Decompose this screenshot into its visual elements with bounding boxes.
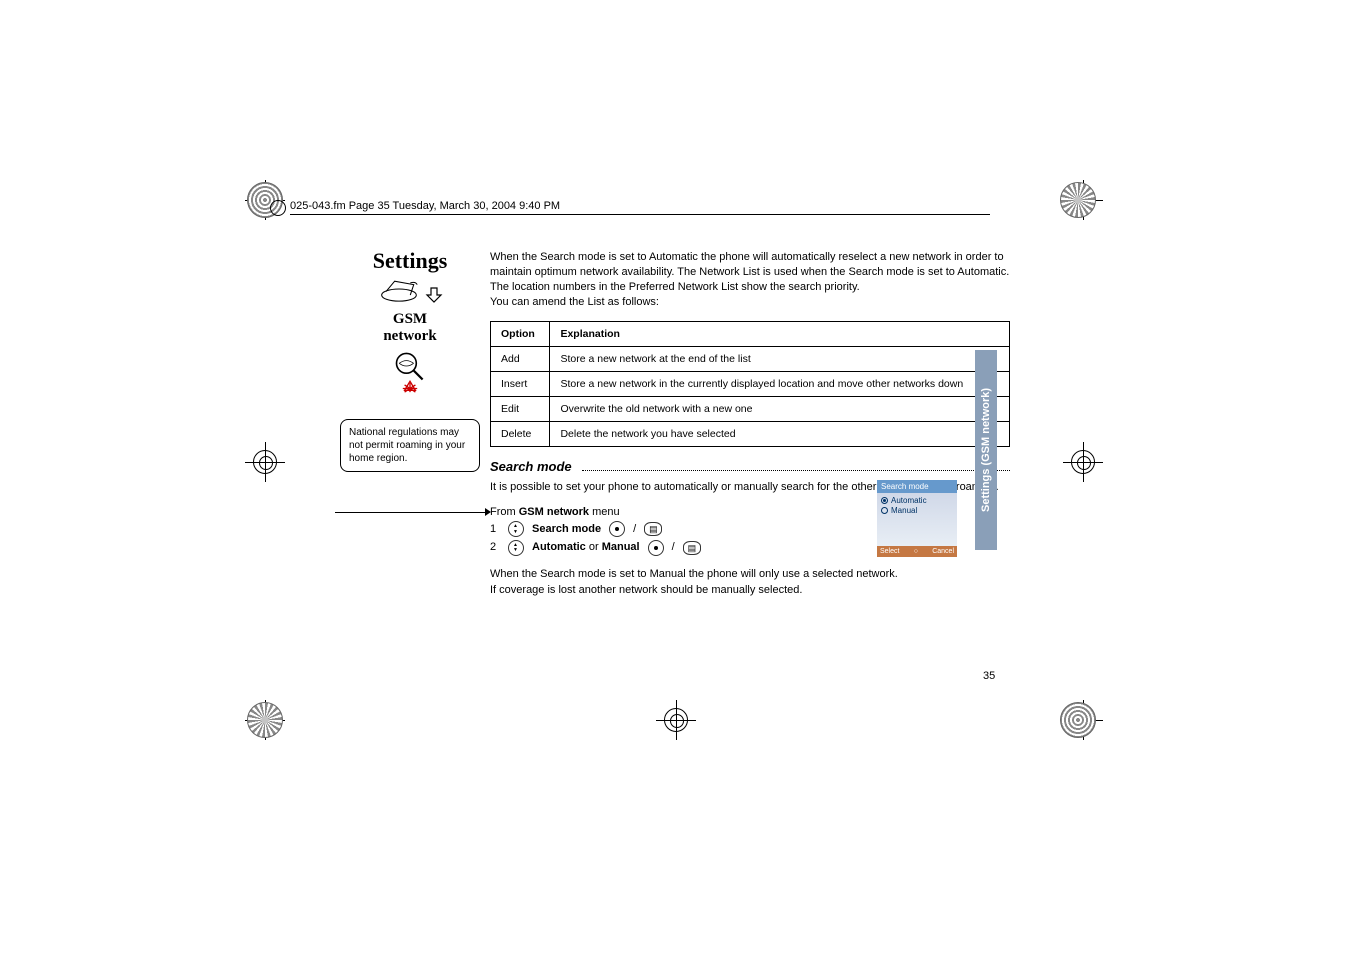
intro-paragraph: When the Search mode is set to Automatic… [490,250,1010,309]
phone-body: Automatic Manual [877,493,957,546]
cell: Store a new network at the end of the li… [550,347,1010,372]
arrow-line [335,512,485,513]
nav-select-icon [648,540,664,556]
gsm-subtitle: GSM network [340,311,480,344]
down-arrow-icon [425,286,443,304]
network-magnifier-icon [392,350,428,400]
softkey-mid: ○ [914,548,918,555]
nav-updown-icon [508,521,524,537]
step-number: 2 [490,538,500,557]
section-heading: Search mode [490,459,1010,474]
subtitle-2: network [383,328,436,344]
registration-mark [656,700,696,740]
menu-bold: GSM network [519,506,589,518]
phone-opt-label: Manual [891,506,917,515]
arrow-head-icon [485,508,491,516]
step-number: 1 [490,520,500,539]
cell: Delete [491,422,550,447]
registration-mark [1063,442,1103,482]
color-target-icon [247,702,283,738]
cell: Store a new network in the currently dis… [550,372,1010,397]
subtitle-1: GSM [393,311,427,327]
registration-mark [245,442,285,482]
step2-or: or [586,541,602,553]
nav-menu-icon [683,541,701,555]
phone-title: Search mode [877,480,957,493]
radio-empty-icon [881,507,888,514]
color-target-icon [1060,702,1096,738]
page-header: 025-043.fm Page 35 Tuesday, March 30, 20… [290,200,990,215]
table-row: Edit Overwrite the old network with a ne… [491,397,1010,422]
step2-a: Automatic [532,541,586,553]
note-line-2: If coverage is lost another network shou… [490,583,1010,598]
heading-text: Search mode [490,459,572,474]
softkey-right: Cancel [932,548,954,555]
table-row: Insert Store a new network in the curren… [491,372,1010,397]
nav-select-icon [609,521,625,537]
settings-title: Settings [340,250,480,272]
page-number: 35 [983,670,995,682]
softkey-left: Select [880,548,899,555]
cell: Delete the network you have selected [550,422,1010,447]
note-line-1: When the Search mode is set to Manual th… [490,567,1010,582]
slash: / [672,538,675,557]
cell: Insert [491,372,550,397]
table-header: Option [491,322,550,347]
cell: Edit [491,397,550,422]
phone-softkeys: Select ○ Cancel [877,546,957,557]
phone-opt-label: Automatic [891,496,927,505]
step2-b: Manual [602,541,640,553]
phone-option: Manual [881,506,953,515]
cell: Overwrite the old network with a new one [550,397,1010,422]
radio-filled-icon [881,497,888,504]
table-row: Add Store a new network at the end of th… [491,347,1010,372]
nav-menu-icon [644,522,662,536]
left-column: Settings GSM network National regulation… [340,250,480,598]
menu-from: From [490,506,519,518]
phone-outline-icon [377,276,421,302]
note-box: National regulations may not permit roam… [340,419,480,472]
table-row: Delete Delete the network you have selec… [491,422,1010,447]
phone-option: Automatic [881,496,953,505]
table-header: Explanation [550,322,1010,347]
nav-updown-icon [508,540,524,556]
step-label: Search mode [532,520,601,539]
cell: Add [491,347,550,372]
phone-screenshot: Search mode Automatic Manual Select ○ Ca… [877,480,957,557]
color-target-icon [1060,182,1096,218]
slash: / [633,520,636,539]
step2-text: Automatic or Manual [532,538,640,557]
options-table: Option Explanation Add Store a new netwo… [490,321,1010,447]
menu-suffix: menu [589,506,620,518]
side-tab: Settings (GSM network) [975,350,997,550]
